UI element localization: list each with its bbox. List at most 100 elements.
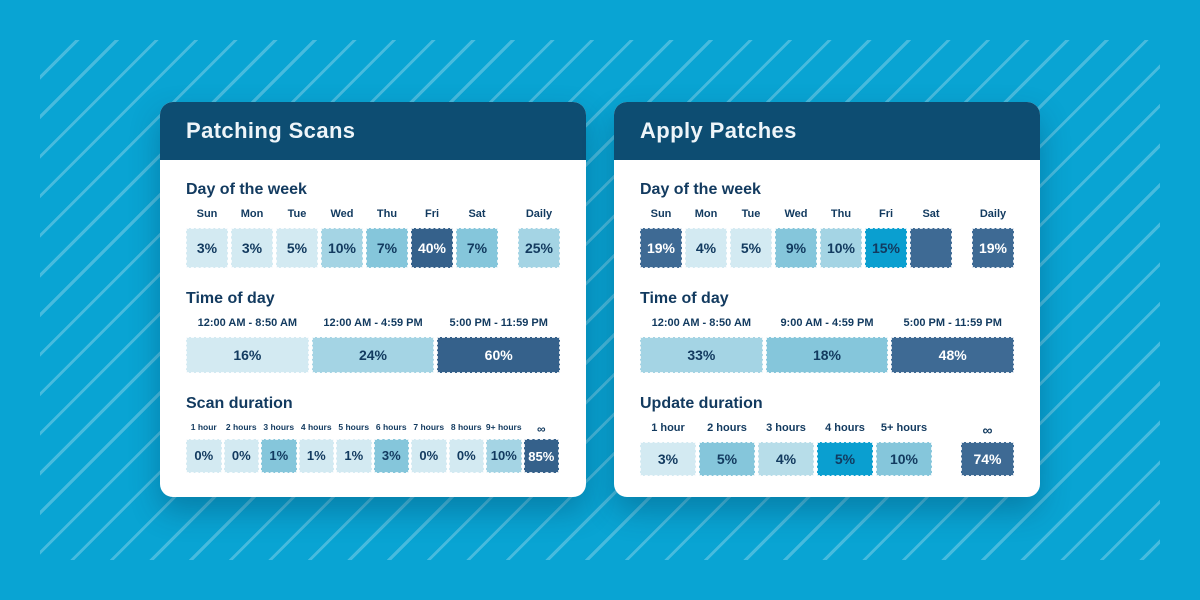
cell-label: Sun [650,208,672,220]
section-heading: Scan duration [186,395,293,412]
cell-column-mon: Mon 4% [685,209,727,268]
section-heading: Time of day [186,290,275,307]
value-cell: 5% [730,228,772,268]
cell-column-1-hour: 1 hour 3% [640,423,696,476]
cell-column-sat: Sat [910,209,952,268]
value-cell: 24% [311,337,435,373]
cell-column-5-00-pm-11-59-pm: 5:00 PM - 11:59 PM 60% [437,317,561,373]
cell-column-wed: Wed 9% [775,209,817,268]
cell-value: 4% [695,240,717,256]
cell-label: Fri [424,208,440,220]
cell-label: 5 hours [338,422,370,432]
cell-label: 1 hour [190,422,217,432]
cell-column-7-hours: 7 hours 0% [411,423,447,473]
cell-label: Tue [287,208,307,220]
cell-value: 3% [241,240,263,256]
value-cell [910,228,952,268]
value-cell: 4% [758,442,814,476]
cell-label: Sun [196,208,218,220]
cell-label: 4 hours [300,422,332,432]
cell-label: Thu [830,208,852,220]
value-cell: 1% [261,438,297,473]
section-update-duration: Update duration 1 hour 3% 2 hours 5% 3 hours 4… [640,395,1014,476]
cell-label: 2 hours [707,422,747,434]
section-day-of-the-week: Day of the week Sun 19% Mon 4% Tue 5% Wed 9% Thu 1… [640,181,1014,268]
cell-label: Wed [784,208,808,220]
cell-value: 7% [376,240,398,256]
cell-label: 5+ hours [880,422,928,434]
value-cell: 0% [186,438,222,473]
cell-column-: ∞ 85% [523,423,559,473]
value-cell: 15% [865,228,907,268]
value-cell: 0% [448,438,484,473]
value-cell: 5% [276,228,318,268]
cell-value: 10% [889,451,919,467]
value-cell: 10% [321,228,363,268]
cell-column-wed: Wed 10% [321,209,363,268]
cell-column-6-hours: 6 hours 3% [373,423,409,473]
value-cell: 5% [699,442,755,476]
section-heading: Day of the week [186,181,307,198]
section-heading: Update duration [640,395,763,412]
cell-label: 4 hours [825,422,865,434]
cell-label: 5:00 PM - 11:59 PM [903,317,1002,329]
value-cell: 7% [366,228,408,268]
cell-value: 40% [417,240,447,256]
cell-column-tue: Tue 5% [276,209,318,268]
cell-label: 5:00 PM - 11:59 PM [449,317,548,329]
cell-value: 1% [306,448,326,463]
cell-value: 0% [194,448,214,463]
section-heading: Time of day [640,290,729,307]
value-cell: 18% [765,337,889,373]
cell-value: 4% [775,451,797,467]
cell-column-2-hours: 2 hours 0% [223,423,259,473]
section-scan-duration: Scan duration 1 hour 0% 2 hours 0% 3 hours 1% 4… [186,395,560,473]
value-cell: 33% [640,337,763,373]
cell-label: Tue [741,208,761,220]
cell-value: 24% [358,347,388,363]
cell-label: 12:00 AM - 8:50 AM [197,317,298,329]
card-title-bar: Apply Patches [614,102,1040,160]
value-cell: 19% [640,228,682,268]
value-cell: 19% [972,228,1014,268]
value-cell: 48% [891,337,1015,373]
cell-column-3-hours: 3 hours 1% [261,423,297,473]
value-cell: 16% [186,337,309,373]
cell-value: 19% [978,240,1008,256]
cell-column-5+-hours: 5+ hours 10% [876,423,932,476]
cell-column-mon: Mon 3% [231,209,273,268]
value-cell: 60% [437,337,561,373]
cell-value: 0% [456,448,476,463]
cell-label: Daily [979,208,1007,220]
card-body: Day of the week Sun 3% Mon 3% Tue 5% Wed 10% Thu 7… [160,160,586,473]
cell-column-fri: Fri 15% [865,209,907,268]
cell-value: 5% [286,240,308,256]
cell-value: 7% [466,240,488,256]
cell-label: 8 hours [450,422,482,432]
card-title-bar: Patching Scans [160,102,586,160]
cell-label: Fri [878,208,894,220]
cell-column-daily: Daily 25% [518,209,560,268]
value-cell: 25% [518,228,560,268]
cell-column-9-00-am-4-59-pm: 9:00 AM - 4:59 PM 18% [765,318,889,373]
cell-column-5-00-pm-11-59-pm: 5:00 PM - 11:59 PM 48% [891,317,1015,373]
cell-column-12-00-am-8-50-am: 12:00 AM - 8:50 AM 33% [640,318,763,373]
cell-value: 1% [269,448,289,463]
value-cell: 85% [523,439,559,473]
cell-value: 18% [812,347,842,363]
cell-label: Daily [525,208,553,220]
cell-column-sun: Sun 3% [186,209,228,268]
cell-value: 10% [826,240,856,256]
value-cell: 1% [336,438,372,473]
value-cell: 3% [640,442,696,476]
cell-value: 74% [973,451,1002,467]
cell-value: 10% [490,448,517,463]
cell-value: 16% [233,347,262,363]
cell-label: 9+ hours [485,422,522,432]
value-cell: 74% [961,442,1014,476]
cell-column-tue: Tue 5% [730,209,772,268]
cell-column-thu: Thu 10% [820,209,862,268]
cell-value: 19% [646,240,676,256]
cell-label: Sat [922,208,940,220]
cell-label: 3 hours [766,422,806,434]
